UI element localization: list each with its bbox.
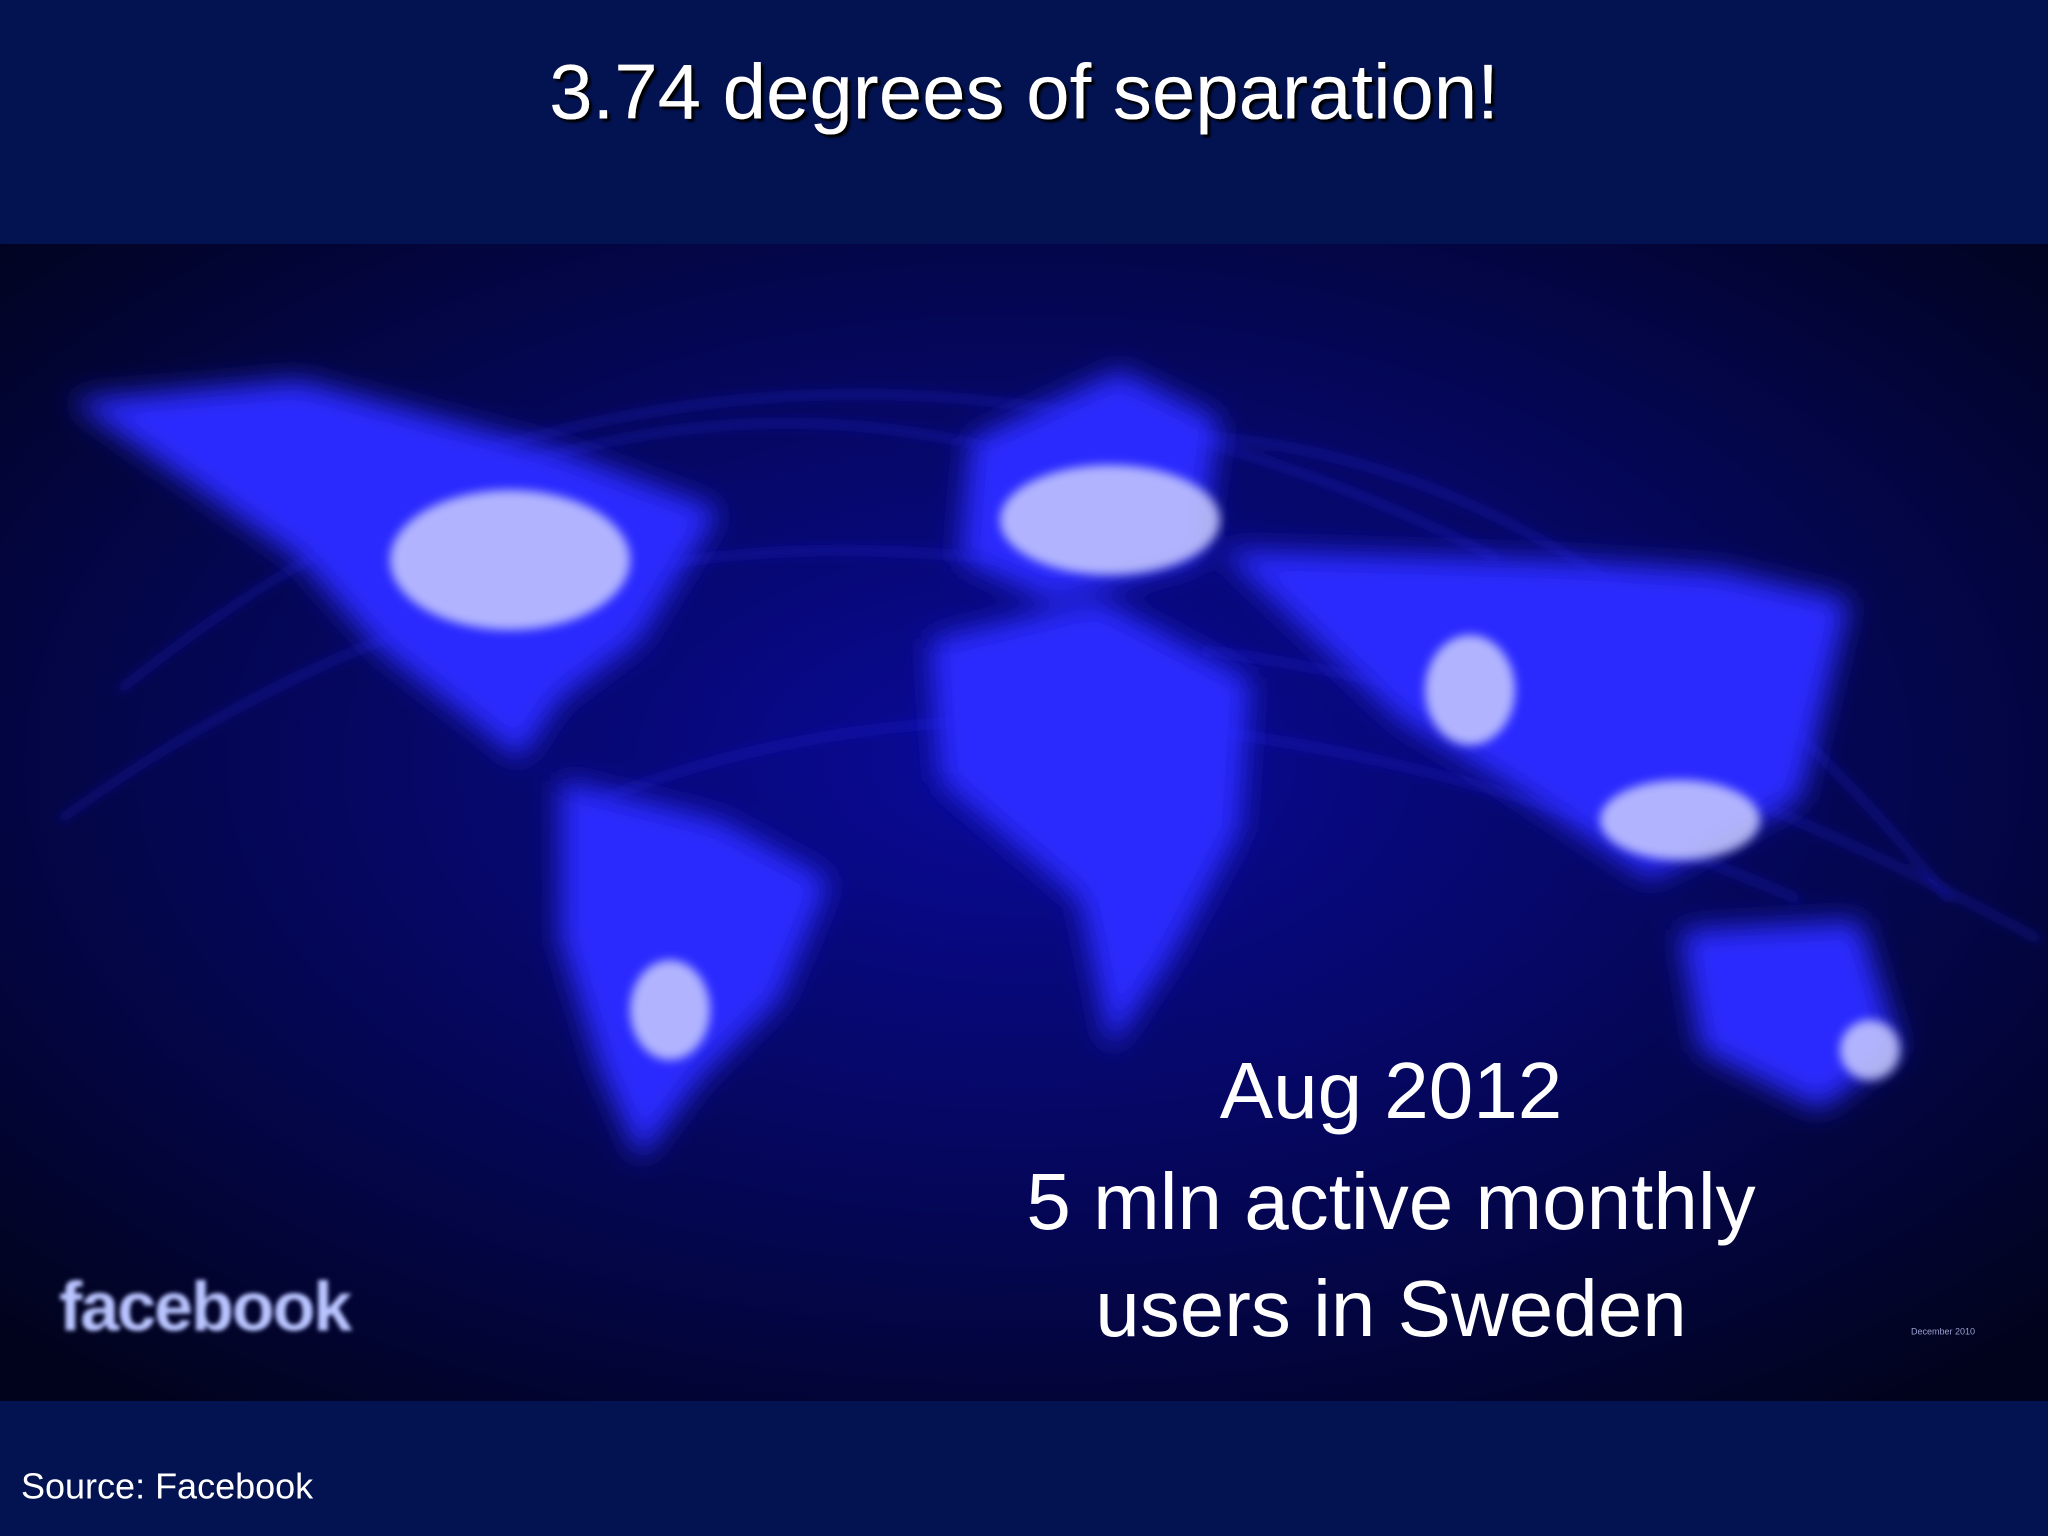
source-note: Source: Facebook (21, 1466, 314, 1507)
image-stamp: December 2010 (1911, 1326, 1975, 1336)
caption-line: Aug 2012 (1220, 1046, 1563, 1135)
world-map-image: facebook December 2010 (0, 244, 2048, 1401)
slide-title: 3.74 degrees of separation! (549, 48, 1499, 136)
facebook-logo: facebook (59, 1267, 352, 1345)
caption-line: users in Sweden (1095, 1264, 1686, 1353)
caption-line: 5 mln active monthly (1026, 1157, 1755, 1246)
